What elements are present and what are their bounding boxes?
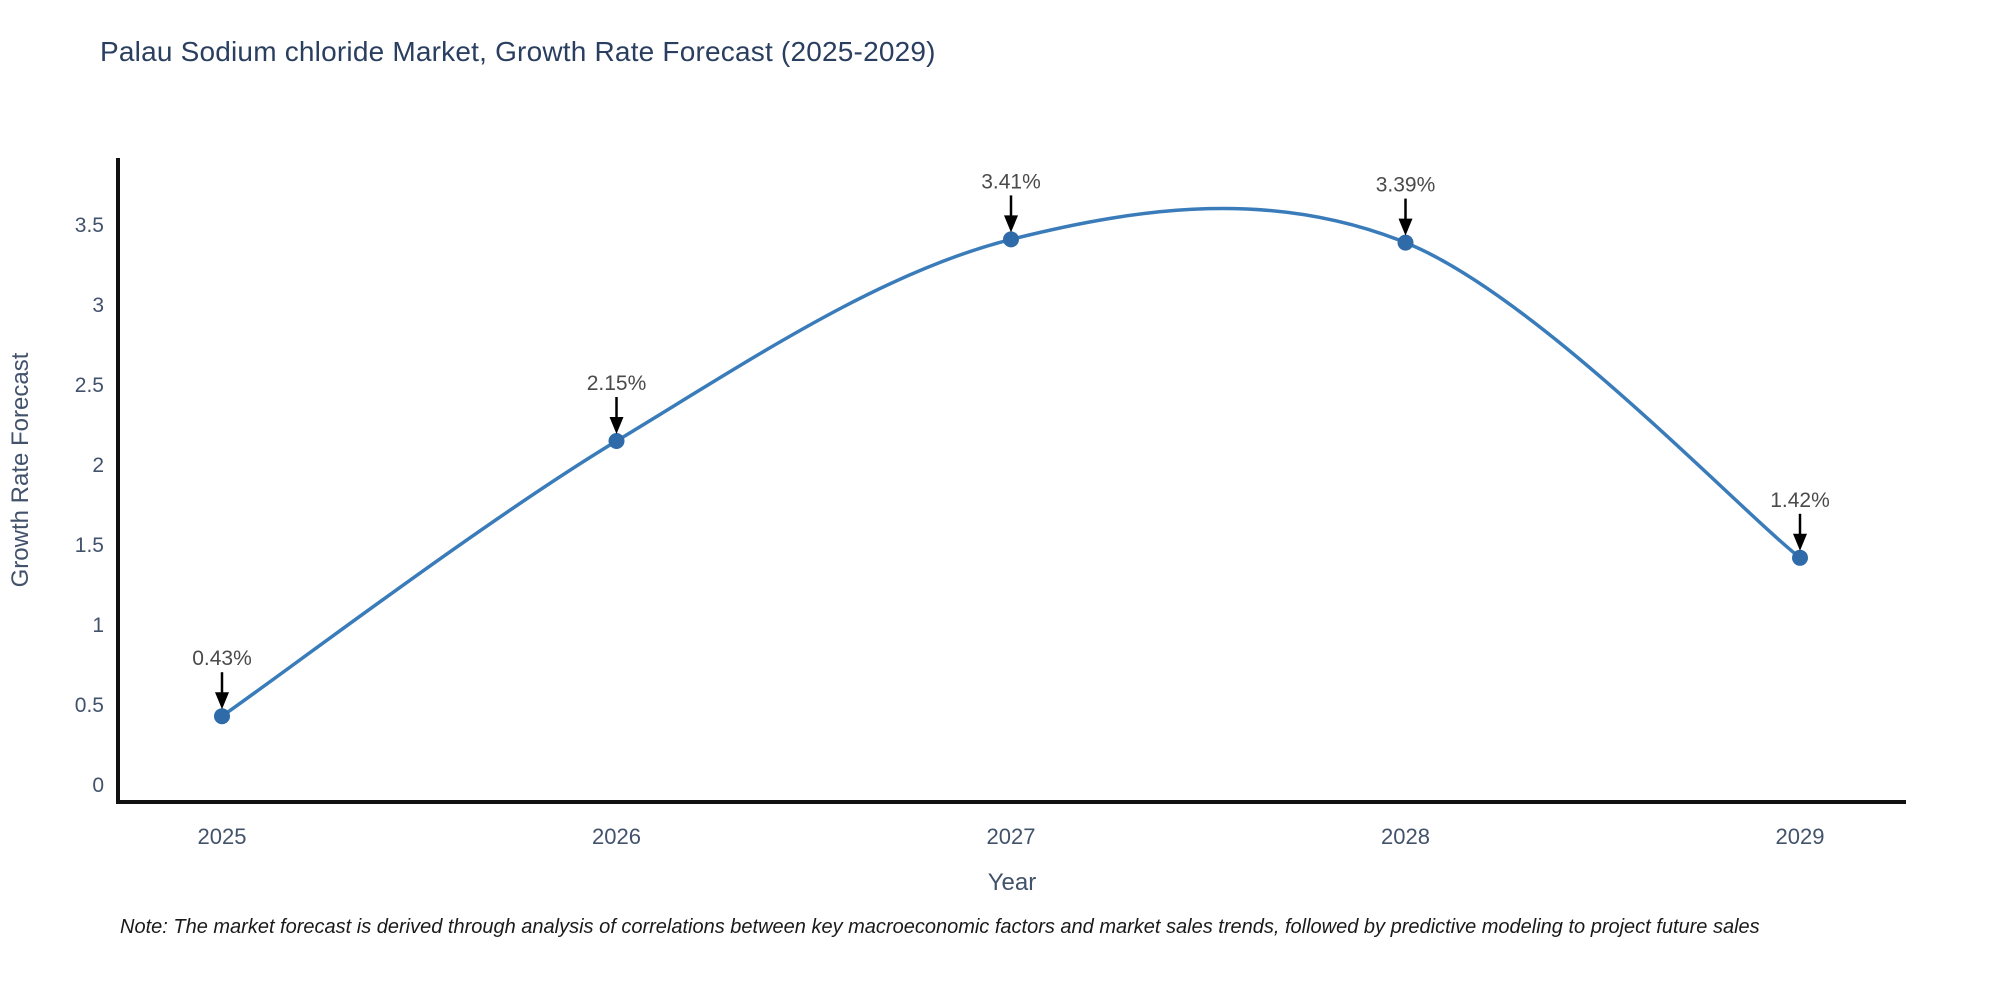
- annotation-arrowhead-icon: [609, 417, 624, 434]
- y-tick-label: 2.5: [75, 374, 104, 397]
- y-tick-label: 0: [92, 774, 104, 797]
- forecast-line: [220, 206, 1802, 718]
- data-point-marker: [1792, 549, 1808, 566]
- x-tick-label: 2025: [198, 824, 247, 849]
- data-point-marker: [608, 433, 625, 449]
- x-tick-label: 2026: [592, 824, 641, 849]
- point-value-label: 3.39%: [1376, 174, 1436, 197]
- chart-title: Palau Sodium chloride Market, Growth Rat…: [100, 36, 936, 67]
- y-axis-title: Growth Rate Forecast: [7, 352, 34, 587]
- data-point-marker: [1003, 231, 1019, 248]
- annotation-arrowhead-icon: [215, 692, 229, 710]
- y-tick-label: 3.5: [75, 214, 104, 237]
- point-value-label: 0.43%: [192, 647, 252, 670]
- annotation-arrowhead-icon: [1004, 215, 1018, 233]
- point-value-label: 2.15%: [587, 372, 647, 395]
- x-tick-label: 2027: [987, 824, 1036, 849]
- x-axis-title: Year: [988, 869, 1037, 896]
- y-tick-label: 2: [92, 454, 104, 477]
- y-tick-label: 3: [92, 294, 104, 317]
- y-tick-label: 0.5: [75, 694, 104, 717]
- point-value-label: 3.41%: [981, 170, 1041, 193]
- data-point-marker: [1397, 234, 1414, 251]
- annotation-arrowhead-icon: [1793, 533, 1807, 551]
- annotation-arrowhead-icon: [1398, 218, 1413, 236]
- y-tick-label: 1: [92, 614, 104, 637]
- point-value-label: 1.42%: [1770, 489, 1830, 512]
- footnote-text: Note: The market forecast is derived thr…: [120, 916, 1760, 938]
- data-point-marker: [214, 708, 230, 725]
- x-tick-label: 2028: [1381, 824, 1430, 849]
- x-tick-label: 2029: [1776, 824, 1825, 849]
- y-tick-label: 1.5: [75, 534, 104, 557]
